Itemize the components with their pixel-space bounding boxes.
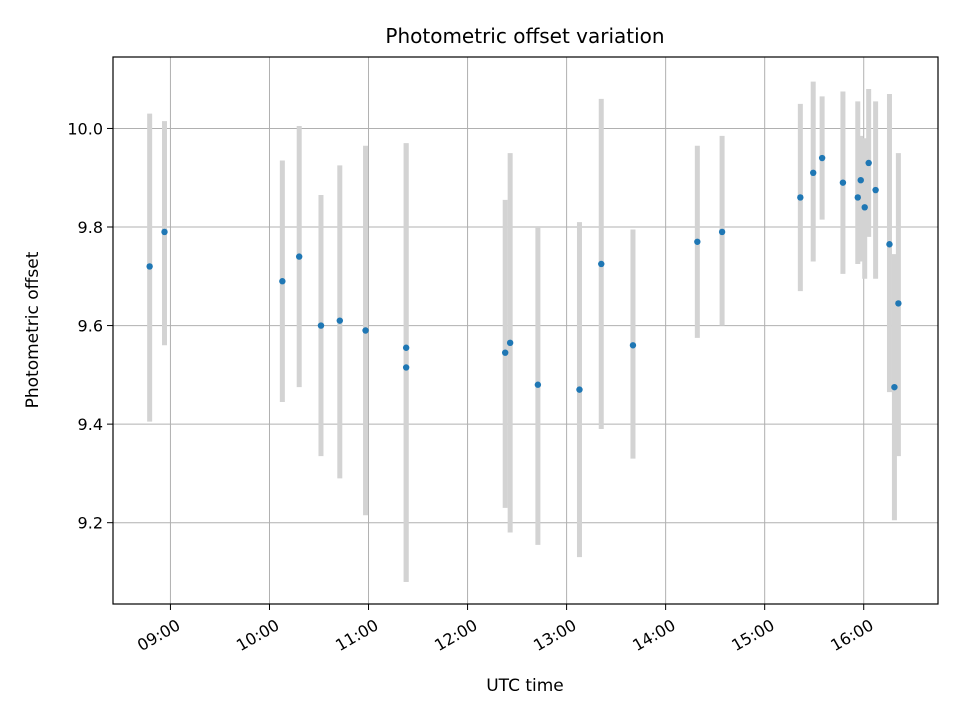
plot-area-frame <box>112 56 939 605</box>
data-point <box>839 179 847 186</box>
data-point <box>818 154 826 162</box>
data-point <box>694 238 701 245</box>
data-point <box>161 228 168 236</box>
data-point <box>629 342 637 349</box>
y-axis-ticks: 9.2 9.4 9.6 9.8 10.0 <box>67 119 113 533</box>
data-point <box>895 300 902 307</box>
data-point <box>534 381 542 388</box>
data-point <box>146 263 153 270</box>
data-point <box>279 278 286 285</box>
y-tick-label: 10.0 <box>67 119 103 138</box>
data-point <box>861 204 868 211</box>
chart-title: Photometric offset variation <box>385 24 664 48</box>
data-point <box>857 176 864 184</box>
data-point <box>576 386 583 393</box>
data-points <box>146 154 902 393</box>
data-point <box>810 169 817 177</box>
data-point <box>336 317 344 324</box>
data-point <box>362 327 369 334</box>
data-point <box>402 344 410 351</box>
y-axis-label: Photometric offset <box>23 251 43 408</box>
data-point <box>598 260 605 268</box>
y-tick-label: 9.6 <box>78 317 103 336</box>
data-point <box>891 383 898 391</box>
y-tick-label: 9.8 <box>78 218 103 237</box>
data-point <box>797 194 804 201</box>
grid <box>113 57 938 604</box>
data-point <box>718 228 726 236</box>
data-point <box>872 186 879 194</box>
x-axis-label: UTC time <box>486 676 564 696</box>
data-point <box>506 339 514 347</box>
data-point <box>886 241 893 248</box>
data-point <box>865 159 872 167</box>
data-point <box>854 194 861 201</box>
y-tick-label: 9.4 <box>78 415 103 434</box>
data-point <box>317 322 325 329</box>
data-point <box>402 364 410 371</box>
y-tick-label: 9.2 <box>78 514 103 533</box>
data-point <box>295 253 303 260</box>
data-point <box>501 349 509 356</box>
